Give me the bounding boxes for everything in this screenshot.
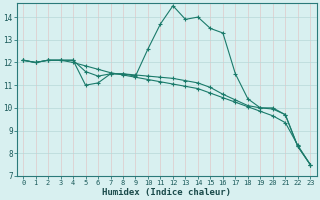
X-axis label: Humidex (Indice chaleur): Humidex (Indice chaleur) [102,188,231,197]
